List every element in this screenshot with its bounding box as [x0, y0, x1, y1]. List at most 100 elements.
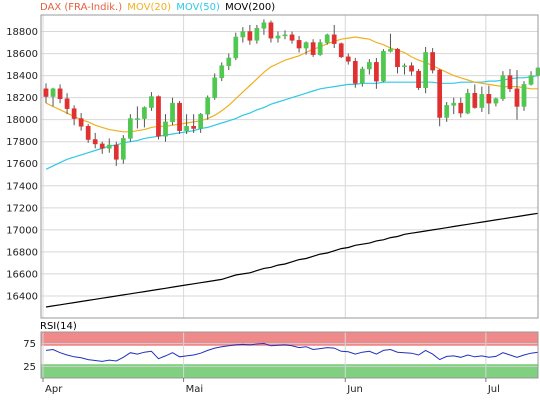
- y-tick-label: 18600: [6, 49, 38, 60]
- rsi-plot-frame: [40, 331, 539, 379]
- candle: [430, 48, 435, 74]
- mov50-series: [45, 75, 539, 170]
- y-tick-label: 17000: [6, 225, 38, 236]
- y-tick-label: 17400: [6, 181, 38, 192]
- candle-body: [472, 92, 478, 108]
- rsi-y-tick-label: 25: [23, 362, 36, 373]
- candle: [99, 141, 105, 154]
- candle-body: [402, 65, 407, 68]
- candle: [247, 24, 253, 45]
- candle: [444, 102, 450, 122]
- x-tick-label: Mai: [186, 384, 204, 395]
- chart-legend: DAX (FRA-Indik.) MOV(20) MOV(50) MOV(200…: [40, 2, 277, 13]
- candle: [275, 31, 281, 43]
- candle-body: [191, 126, 196, 129]
- candle-body: [163, 121, 168, 137]
- y-tick-label: 16800: [6, 247, 38, 258]
- candle-body: [409, 65, 414, 72]
- y-axis-ticks: 18800 18600 18400 18200 18000 17800 17600 17400…: [6, 27, 38, 373]
- candle: [423, 46, 428, 94]
- candle: [310, 39, 316, 57]
- candle-body: [57, 88, 63, 99]
- candle-body: [142, 107, 147, 119]
- candle-body: [310, 42, 316, 55]
- rsi-y-tick-label: 75: [23, 339, 36, 350]
- candle: [198, 113, 204, 133]
- candle-body: [465, 92, 471, 114]
- candle-body: [282, 34, 288, 37]
- candle-body: [437, 69, 443, 118]
- candle: [500, 71, 506, 101]
- candle: [521, 81, 527, 111]
- candle-body: [317, 42, 323, 55]
- candle: [479, 86, 485, 112]
- candle: [78, 113, 84, 131]
- candle-body: [240, 31, 246, 38]
- main-grid: [41, 15, 538, 318]
- candle-body: [177, 102, 182, 131]
- candle-body: [500, 75, 506, 99]
- candle-body: [85, 126, 91, 140]
- candle: [416, 68, 421, 90]
- candle: [359, 66, 365, 87]
- candle: [303, 41, 309, 55]
- candle: [240, 27, 246, 43]
- candle-body: [352, 61, 358, 84]
- candle-body: [205, 97, 211, 115]
- legend-item-dax: DAX (FRA-Indik.): [40, 2, 123, 13]
- candle-body: [338, 43, 344, 58]
- candle-body: [127, 118, 133, 139]
- candle: [219, 62, 225, 82]
- candle-body: [331, 34, 337, 44]
- candle: [381, 49, 386, 83]
- candle-body: [226, 57, 232, 66]
- candle-body: [296, 40, 302, 49]
- candle: [282, 30, 288, 40]
- candle-body: [149, 96, 154, 108]
- plot-frames: [40, 14, 539, 379]
- candle: [120, 135, 126, 164]
- y-tick-label: 17800: [6, 137, 38, 148]
- candle: [317, 39, 323, 56]
- rsi-oversold-band: [41, 364, 538, 378]
- x-axis-ticks: Apr Mai Jun Jul: [42, 378, 500, 395]
- candle-body: [521, 84, 527, 107]
- candle: [71, 105, 77, 126]
- candle: [402, 63, 407, 75]
- candle: [254, 24, 260, 44]
- y-tick-label: 18400: [6, 71, 38, 82]
- legend-item-mov200: MOV(200): [225, 2, 276, 13]
- candle: [367, 59, 372, 75]
- candle-body: [170, 102, 175, 123]
- candle-body: [486, 94, 492, 104]
- y-tick-label: 18000: [6, 115, 38, 126]
- candle: [472, 84, 478, 109]
- candle-body: [92, 139, 98, 145]
- main-plot-frame: [40, 14, 539, 319]
- y-tick-label: 16400: [6, 291, 38, 302]
- candle-body: [514, 88, 520, 107]
- candle-body: [395, 48, 400, 68]
- y-tick-label: 18200: [6, 93, 38, 104]
- candle-body: [184, 126, 189, 131]
- rsi-title: RSI(14): [40, 321, 77, 332]
- candle-body: [261, 22, 267, 29]
- candle-body: [303, 42, 309, 49]
- candle: [507, 68, 513, 93]
- candle: [352, 57, 358, 88]
- candle: [113, 141, 119, 166]
- candle: [85, 124, 91, 143]
- candle-body: [219, 65, 225, 79]
- candle: [388, 33, 393, 53]
- rsi-grid: [41, 332, 538, 378]
- candle: [184, 114, 189, 134]
- candle-body: [381, 51, 386, 82]
- candle-body: [416, 70, 421, 88]
- candle-body: [113, 144, 119, 160]
- candle-body: [345, 56, 351, 62]
- candle-body: [254, 27, 260, 41]
- y-tick-label: 16600: [6, 269, 38, 280]
- candle: [212, 73, 218, 100]
- candle-body: [444, 105, 450, 118]
- y-tick-label: 17200: [6, 203, 38, 214]
